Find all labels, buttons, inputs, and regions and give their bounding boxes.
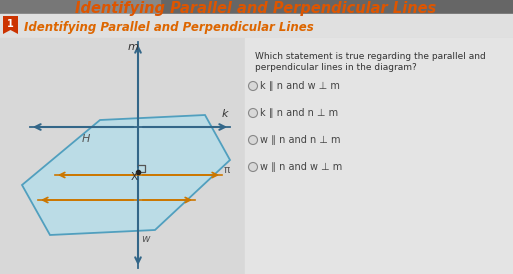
Text: X: X <box>131 172 138 182</box>
Text: Identifying Parallel and Perpendicular Lines: Identifying Parallel and Perpendicular L… <box>75 1 437 16</box>
Text: 1: 1 <box>7 19 14 29</box>
Text: w: w <box>141 234 149 244</box>
Circle shape <box>248 81 258 90</box>
Text: k: k <box>222 109 228 119</box>
Text: Identifying Parallel and Perpendicular Lines: Identifying Parallel and Perpendicular L… <box>24 21 314 33</box>
Polygon shape <box>3 30 18 34</box>
Text: Which statement is true regarding the parallel and: Which statement is true regarding the pa… <box>255 52 486 61</box>
Text: m: m <box>128 42 139 52</box>
Circle shape <box>248 109 258 118</box>
Circle shape <box>248 162 258 172</box>
Text: perpendicular lines in the diagram?: perpendicular lines in the diagram? <box>255 63 417 72</box>
Text: k ∥ n and w ⊥ m: k ∥ n and w ⊥ m <box>260 81 340 91</box>
FancyBboxPatch shape <box>3 16 18 34</box>
Circle shape <box>248 136 258 144</box>
Text: k ∥ n and n ⊥ m: k ∥ n and n ⊥ m <box>260 108 338 118</box>
Text: π: π <box>224 165 230 175</box>
Polygon shape <box>22 115 230 235</box>
Text: w ∥ n and w ⊥ m: w ∥ n and w ⊥ m <box>260 162 342 172</box>
Text: H: H <box>82 134 90 144</box>
Text: w ∥ n and n ⊥ m: w ∥ n and n ⊥ m <box>260 135 341 145</box>
